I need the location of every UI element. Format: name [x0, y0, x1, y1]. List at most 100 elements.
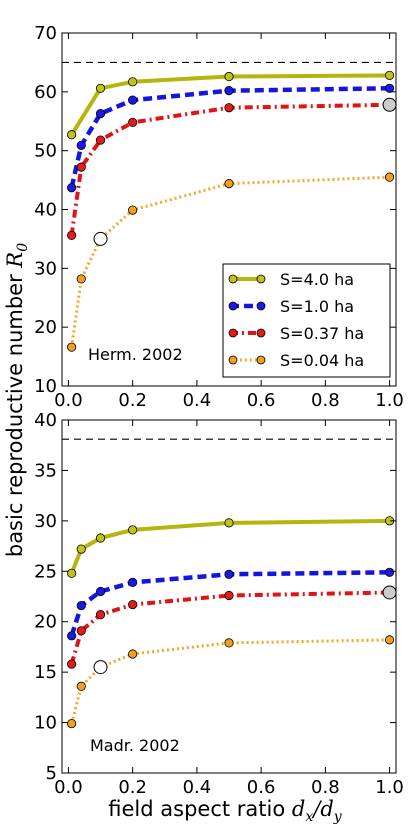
bottom-plot-frame	[61, 419, 397, 774]
top-point-s037	[95, 135, 106, 145]
top-point-s40	[95, 83, 106, 93]
bottom-series-line-s004	[70, 638, 390, 724]
bottom-y-tick-label: 40	[34, 410, 57, 431]
top-series-line-s10	[69, 86, 390, 189]
top-x-tick-label: 0.2	[118, 390, 147, 411]
top-y-tick-label: 70	[34, 23, 57, 44]
x-axis-label-dy-sub: y	[333, 809, 343, 825]
bottom-point-s40	[95, 533, 106, 543]
bottom-point-s10	[128, 577, 138, 587]
legend: S=4.0 ha S=1.0 ha S=0.37 ha S=0.04 ha	[222, 263, 391, 378]
bottom-y-tick-label: 15	[34, 662, 57, 683]
top-point-s037	[76, 162, 86, 172]
bottom-x-tick-label: 1.0	[375, 777, 404, 798]
bottom-point-s004	[128, 649, 138, 659]
top-x-tick-label: 0.4	[183, 390, 212, 411]
top-point-s004	[384, 172, 395, 182]
top-x-tick-label: 0.8	[311, 390, 340, 411]
top-point-s10	[224, 86, 234, 96]
top-x-tick-label: 0.6	[247, 390, 276, 411]
top-point-s40	[224, 71, 234, 82]
top-y-tick-label: 10	[34, 376, 57, 397]
x-axis-label-dx: d	[292, 797, 305, 821]
bottom-point-s40	[67, 568, 77, 578]
bottom-point-s037	[67, 659, 77, 669]
bottom-point-s004	[67, 718, 77, 729]
bottom-point-s40	[128, 525, 138, 535]
bottom-y-tick-label: 30	[34, 511, 57, 532]
bottom-point-s10	[76, 600, 86, 611]
legend-marker-s40	[228, 274, 238, 284]
x-axis-label: field aspect ratio dx/dy	[108, 797, 343, 825]
bottom-point-s10	[384, 567, 395, 577]
bottom-x-tick-label: 0.8	[311, 777, 340, 798]
bottom-x-tick-label: 0.4	[183, 777, 212, 798]
top-y-tick-label: 20	[34, 317, 57, 338]
top-point-s004	[128, 205, 138, 215]
top-y-tick-label: 40	[34, 200, 57, 221]
bottom-point-s037	[224, 590, 234, 601]
top-panel: 0.0 0.2 0.4 0.6 0.8 1.0 10 20 30 40 50 60 70 Herm. 20…	[34, 23, 404, 411]
legend-marker-s004	[228, 355, 238, 365]
top-series-line-s037	[69, 102, 390, 236]
bottom-point-s40	[224, 518, 234, 528]
top-point-s40	[67, 130, 77, 140]
y-axis-label: basic reproductive number R0	[3, 243, 31, 557]
bottom-point-s40	[76, 544, 86, 554]
legend-box	[222, 263, 391, 378]
top-point-s037	[128, 117, 138, 128]
bottom-x-tick-label: 0.2	[118, 777, 147, 798]
bottom-highlight-point	[382, 585, 397, 600]
bottom-point-s004	[224, 638, 234, 648]
top-point-s004	[76, 274, 86, 284]
bottom-point-s004	[76, 681, 86, 691]
top-point-s10	[67, 183, 77, 193]
legend-label-s004: S=0.04 ha	[280, 351, 364, 370]
top-point-s10	[128, 95, 138, 105]
bottom-point-s037	[76, 626, 86, 636]
legend-marker-s004	[256, 355, 266, 365]
bottom-panel: 0.0 0.2 0.4 0.6 0.8 1.0 5 10 15 20 25 30 35 40 Madr. 2…	[34, 410, 404, 798]
bottom-point-s10	[224, 569, 234, 579]
x-axis-label-dy: d	[320, 797, 333, 821]
bottom-y-tick-label: 5	[46, 763, 57, 784]
top-point-s004	[67, 342, 77, 352]
bottom-highlight-point	[93, 660, 108, 675]
bottom-point-s004	[384, 635, 395, 645]
bottom-y-tick-label: 35	[34, 460, 57, 481]
bottom-point-s037	[128, 599, 138, 610]
top-point-s10	[95, 109, 106, 119]
top-y-tick-label: 30	[34, 258, 57, 279]
bottom-series-line-s037	[69, 590, 390, 665]
top-point-s004	[224, 179, 234, 189]
bottom-annotation: Madr. 2002	[90, 736, 180, 755]
bottom-y-tick-label: 20	[34, 612, 57, 633]
top-point-s037	[224, 103, 234, 113]
legend-label-s40: S=4.0 ha	[280, 270, 354, 289]
bottom-series-line-s10	[69, 570, 390, 637]
bottom-point-s10	[67, 631, 77, 641]
bottom-y-tick-label: 10	[34, 713, 57, 734]
y-axis-label-math: R	[3, 252, 27, 269]
bottom-x-tick-label: 0.6	[247, 777, 276, 798]
bottom-y-tick-label: 25	[34, 561, 57, 582]
top-x-tick-label: 0.0	[54, 390, 83, 411]
top-point-s10	[76, 140, 86, 150]
legend-marker-s10	[256, 301, 266, 311]
legend-label-s037: S=0.37 ha	[280, 324, 364, 343]
legend-label-s10: S=1.0 ha	[280, 297, 354, 316]
bottom-point-s10	[95, 586, 106, 597]
bottom-point-s037	[95, 610, 106, 620]
legend-marker-s037	[228, 328, 238, 338]
top-point-s40	[384, 70, 395, 80]
y-axis-label-sub: 0	[15, 243, 31, 252]
top-y-tick-label: 60	[34, 82, 57, 103]
legend-marker-s10	[228, 301, 238, 311]
top-point-s037	[67, 230, 77, 240]
x-axis-label-dx-sub: x	[305, 809, 313, 825]
top-x-tick-label: 1.0	[375, 390, 404, 411]
top-highlight-point	[93, 231, 108, 246]
y-axis-label-text: basic reproductive number	[3, 268, 27, 558]
x-axis-label-text: field aspect ratio	[108, 797, 292, 821]
